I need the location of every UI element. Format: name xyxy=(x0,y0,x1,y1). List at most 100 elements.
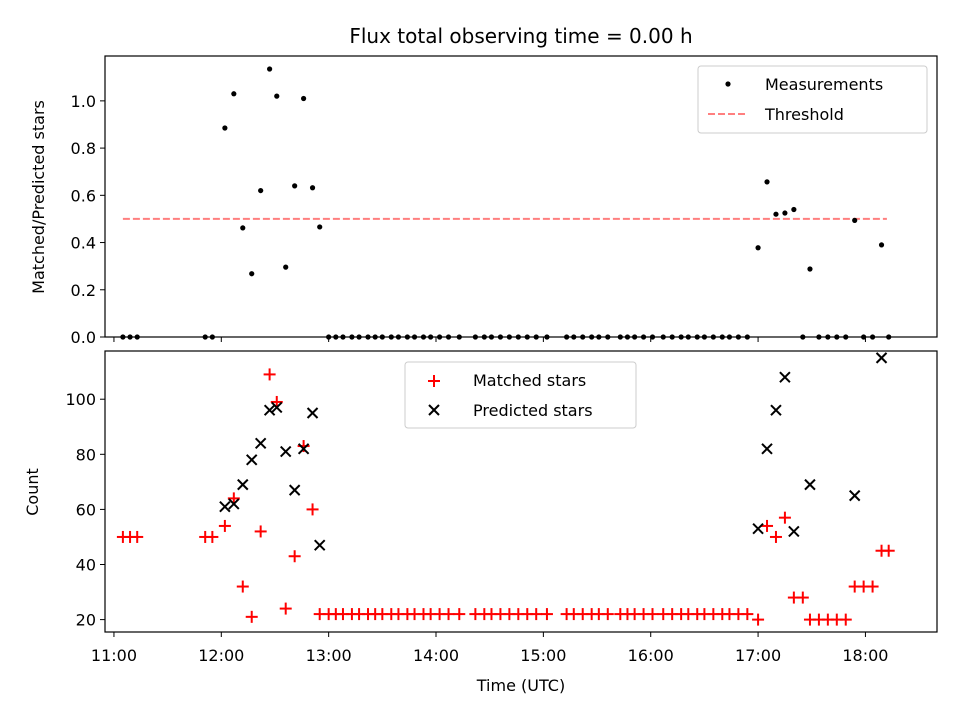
bottom-x-tick-label: 12:00 xyxy=(198,646,244,665)
top-y-tick-label: 0.4 xyxy=(71,234,96,253)
legend-marker-predicted-stars xyxy=(428,404,440,416)
measurement-point xyxy=(755,245,761,251)
measurement-point xyxy=(791,206,797,213)
predicted-star-stroke xyxy=(306,407,319,419)
predicted-star-point xyxy=(297,443,310,455)
predicted-star-point xyxy=(288,484,301,496)
bottom-legend: Matched stars Predicted stars xyxy=(404,361,637,429)
matched-stars-layer xyxy=(116,368,895,626)
predicted-star-stroke xyxy=(228,498,240,510)
top-legend: Measurements Threshold xyxy=(697,65,928,134)
predicted-star-stroke xyxy=(297,443,310,455)
predicted-star-point xyxy=(770,404,782,416)
bottom-x-tick-label: 18:00 xyxy=(842,646,888,665)
matched-star-point xyxy=(778,511,791,524)
matched-star-point xyxy=(839,613,852,626)
predicted-star-stroke xyxy=(237,478,249,491)
measurement-point xyxy=(283,264,289,270)
bottom-y-tick-label: 100 xyxy=(65,390,96,409)
predicted-star-point xyxy=(314,539,326,551)
matched-star-point xyxy=(741,608,754,621)
predicted-star-stroke xyxy=(752,522,764,535)
measurement-point xyxy=(258,187,264,194)
predicted-star-stroke xyxy=(246,454,258,466)
matched-star-point xyxy=(882,544,895,557)
bottom-legend-box xyxy=(404,361,637,429)
measurement-point xyxy=(274,93,280,99)
bottom-axes-frame xyxy=(104,350,938,633)
matched-star-point xyxy=(866,580,879,593)
top-chart-title: Flux total observing time = 0.00 h xyxy=(349,24,692,48)
bottom-x-tick-label: 15:00 xyxy=(520,646,566,665)
matched-star-point xyxy=(442,608,455,621)
legend-label-matched-stars: Matched stars xyxy=(473,371,586,390)
predicted-star-stroke xyxy=(288,484,301,496)
predicted-star-stroke xyxy=(254,437,267,449)
bottom-y-tick-label: 60 xyxy=(76,500,96,519)
predicted-star-stroke xyxy=(219,500,231,513)
predicted-star-point xyxy=(761,443,773,455)
predicted-star-point xyxy=(246,454,258,466)
predicted-star-stroke xyxy=(761,443,773,455)
predicted-star-stroke xyxy=(788,525,800,538)
predicted-stars-layer xyxy=(219,352,888,551)
predicted-star-stroke xyxy=(875,352,888,364)
predicted-star-stroke xyxy=(271,401,283,414)
predicted-star-point xyxy=(254,437,267,449)
top-y-tick-label: 0.8 xyxy=(71,139,96,158)
matched-star-point xyxy=(601,608,614,621)
predicted-star-stroke xyxy=(804,478,816,491)
legend-marker-measurements xyxy=(725,81,731,87)
predicted-star-point xyxy=(237,478,249,491)
measurement-point xyxy=(852,217,858,223)
matched-star-point xyxy=(279,602,292,615)
top-panel: Flux total observing time = 0.00 h Match… xyxy=(29,24,938,347)
predicted-star-stroke xyxy=(263,404,276,416)
measurement-point xyxy=(267,66,273,72)
top-y-tick-label: 0.0 xyxy=(71,328,96,347)
predicted-star-stroke xyxy=(770,404,782,416)
measurement-point xyxy=(240,225,246,231)
predicted-star-stroke xyxy=(848,489,861,502)
matched-star-point xyxy=(254,525,267,538)
predicted-star-point xyxy=(263,404,276,416)
matched-star-point xyxy=(270,395,283,408)
predicted-star-point xyxy=(848,489,861,502)
bottom-y-tick-label: 20 xyxy=(76,611,96,630)
bottom-x-tick-label: 17:00 xyxy=(735,646,781,665)
bottom-x-tick-label: 16:00 xyxy=(628,646,674,665)
predicted-star-point xyxy=(752,522,764,535)
predicted-star-point xyxy=(219,500,231,513)
legend-marker-matched-stars xyxy=(428,375,440,387)
measurement-point xyxy=(764,179,770,185)
legend-label-predicted-stars: Predicted stars xyxy=(473,401,593,420)
matched-star-point xyxy=(131,530,144,543)
bottom-y-tick-label: 80 xyxy=(76,445,96,464)
predicted-star-point xyxy=(779,371,791,383)
legend-label-measurements: Measurements xyxy=(765,75,883,94)
top-y-tick-label: 0.6 xyxy=(71,186,96,205)
top-y-axis-label: Matched/Predicted stars xyxy=(29,100,48,294)
bottom-x-tick-label: 11:00 xyxy=(91,646,137,665)
matched-star-point xyxy=(227,492,240,505)
matched-star-point xyxy=(752,613,765,626)
bottom-y-tick-label: 40 xyxy=(76,556,96,575)
measurement-point xyxy=(309,185,316,191)
predicted-star-point xyxy=(875,352,888,364)
measurement-point xyxy=(292,183,298,189)
legend-label-threshold: Threshold xyxy=(764,105,844,124)
predicted-star-stroke xyxy=(779,371,791,383)
matched-star-point xyxy=(530,608,543,621)
measurement-point xyxy=(231,91,237,97)
matched-star-point xyxy=(236,580,249,593)
top-axes-ticks: 0.0 0.2 0.4 0.6 0.8 1.0 xyxy=(71,92,866,347)
bottom-x-axis-label: Time (UTC) xyxy=(476,676,565,695)
top-y-tick-label: 0.2 xyxy=(71,281,96,300)
predicted-star-stroke xyxy=(280,445,292,458)
matched-star-point xyxy=(288,550,301,563)
predicted-star-point xyxy=(804,478,816,491)
bottom-axes-ticks: 20 40 60 80 100 11:00 12:00 13:00 14:00 15:00 16:0… xyxy=(65,390,888,665)
predicted-star-point xyxy=(280,445,292,458)
matched-star-point xyxy=(218,519,231,532)
